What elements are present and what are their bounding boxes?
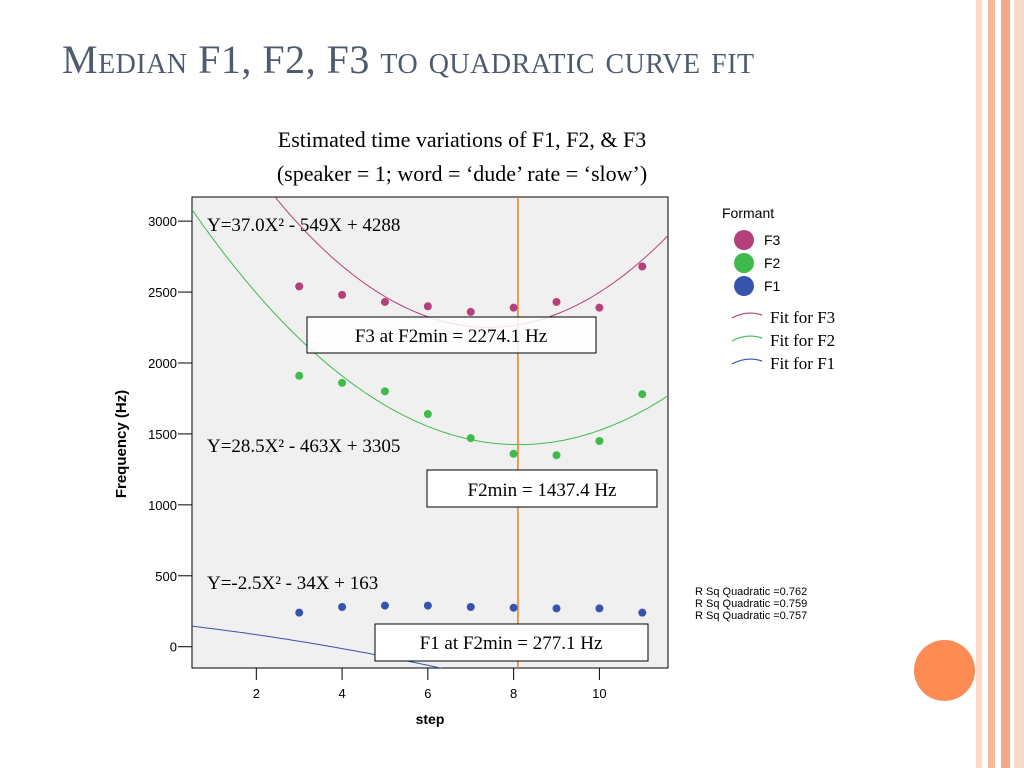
point-f1 — [595, 604, 604, 613]
legend-marker-f3 — [734, 230, 754, 250]
y-axis-label: Frequency (Hz) — [113, 390, 130, 498]
chart-subtitle: (speaker = 1; word = ‘dude’ rate = ‘slow… — [277, 161, 647, 186]
slide-title: Median F1, F2, F3 to quadratic curve fit — [62, 37, 755, 82]
y-tick-label: 0 — [170, 640, 177, 655]
point-f1 — [638, 608, 647, 617]
point-f2 — [423, 410, 432, 419]
x-axis-label: step — [416, 711, 445, 727]
point-f2 — [380, 387, 389, 396]
decor-stripe-2 — [988, 0, 995, 768]
f2-annotation-box: F2min = 1437.4 Hz — [426, 469, 658, 508]
decor-stripe-3 — [1001, 0, 1010, 768]
legend-label-f3: F3 — [764, 232, 781, 248]
point-f3 — [466, 307, 475, 316]
point-f1 — [509, 603, 518, 612]
f1-equation: Y=-2.5X² - 34X + 163 — [207, 573, 378, 594]
point-f3 — [380, 297, 389, 306]
f1-annotation-box: F1 at F2min = 277.1 Hz — [374, 623, 649, 662]
point-f2 — [338, 378, 347, 387]
point-f1 — [466, 602, 475, 611]
point-f3 — [552, 297, 561, 306]
x-tick-label: 2 — [253, 686, 260, 701]
f3-annotation-box: F3 at F2min = 2274.1 Hz — [306, 316, 597, 354]
legend-fit-line-f3 — [731, 312, 763, 319]
legend-label-f1: F1 — [764, 278, 781, 294]
legend-label-f2: F2 — [764, 255, 781, 271]
point-f2 — [595, 437, 604, 446]
point-f1 — [552, 604, 561, 613]
legend-fit-line-f2 — [731, 335, 763, 342]
y-tick-label: 1000 — [148, 498, 177, 513]
decor-stripe-1 — [976, 0, 982, 768]
point-f1 — [295, 608, 304, 617]
legend-marker-f1 — [734, 276, 754, 296]
point-f3 — [595, 303, 604, 312]
legend-fit-label-f1: Fit for F1 — [770, 354, 835, 373]
decor-stripe-4 — [1014, 0, 1024, 768]
y-tick-label: 2500 — [148, 285, 177, 300]
chart-title: Estimated time variations of F1, F2, & F… — [278, 127, 646, 152]
point-f3 — [509, 303, 518, 312]
x-tick-label: 6 — [424, 686, 431, 701]
legend-fit-line-f1 — [731, 358, 763, 365]
point-f3 — [338, 290, 347, 299]
y-tick-label: 3000 — [148, 214, 177, 229]
x-tick-label: 4 — [338, 686, 345, 701]
point-f1 — [423, 601, 432, 610]
point-f3 — [638, 262, 647, 271]
y-tick-label: 500 — [155, 569, 177, 584]
point-f1 — [338, 602, 347, 611]
point-f2 — [552, 451, 561, 460]
legend-marker-f2 — [734, 253, 754, 273]
legend-title: Formant — [722, 205, 774, 221]
legend-fit-label-f2: Fit for F2 — [770, 331, 835, 350]
f3-annotation-text: F3 at F2min = 2274.1 Hz — [355, 326, 547, 347]
point-f3 — [295, 282, 304, 291]
f2-equation: Y=28.5X² - 463X + 3305 — [207, 436, 400, 457]
accent-dot — [914, 640, 975, 701]
legend-fit-label-f3: Fit for F3 — [770, 308, 835, 327]
y-tick-label: 1500 — [148, 427, 177, 442]
point-f2 — [509, 449, 518, 458]
x-tick-label: 10 — [592, 686, 606, 701]
f1-annotation-text: F1 at F2min = 277.1 Hz — [420, 633, 603, 654]
r-squared-block: R Sq Quadratic =0.762 R Sq Quadratic =0.… — [695, 586, 807, 622]
point-f2 — [466, 434, 475, 443]
fit-line-f2 — [192, 209, 668, 446]
fit-line-f1 — [192, 625, 443, 668]
point-f1 — [380, 601, 389, 610]
point-f2 — [638, 390, 647, 399]
r-sq-f1: R Sq Quadratic =0.757 — [695, 610, 807, 622]
point-f2 — [295, 371, 304, 380]
r-sq-f2: R Sq Quadratic =0.759 — [695, 598, 807, 610]
x-tick-label: 8 — [510, 686, 517, 701]
plot-area — [191, 196, 669, 669]
point-f3 — [423, 302, 432, 311]
r-sq-f3: R Sq Quadratic =0.762 — [695, 586, 807, 598]
f2-annotation-text: F2min = 1437.4 Hz — [468, 480, 617, 501]
y-tick-label: 2000 — [148, 356, 177, 371]
f3-equation: Y=37.0X² - 549X + 4288 — [207, 215, 400, 236]
